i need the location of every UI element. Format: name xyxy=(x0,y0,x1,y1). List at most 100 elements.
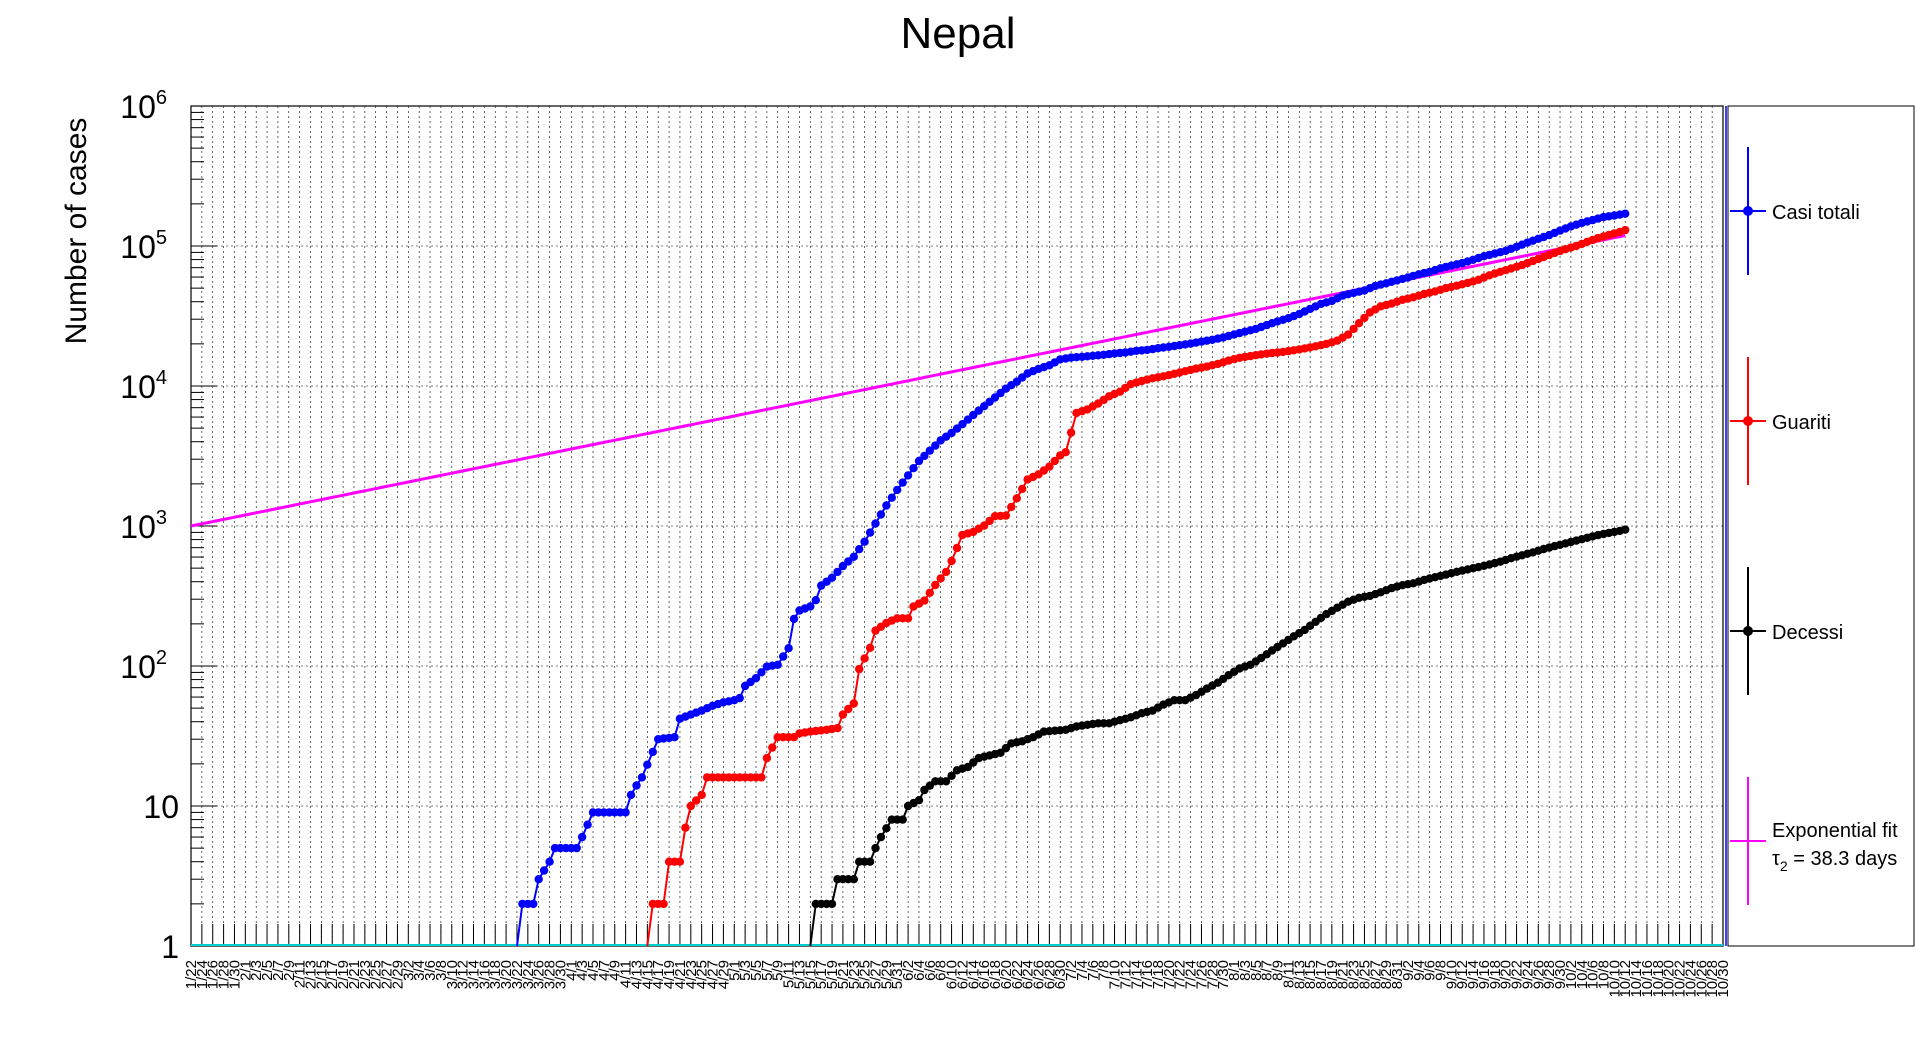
data-point xyxy=(789,614,799,624)
x-tick-label: 8/25 xyxy=(1356,960,1373,989)
x-tick-label: 6/18 xyxy=(987,960,1004,989)
data-point xyxy=(1360,313,1369,323)
x-tick-label: 3/2 xyxy=(400,960,417,981)
x-tick-label: 8/31 xyxy=(1389,960,1406,989)
x-tick-label: 3/20 xyxy=(498,960,515,989)
x-tick-label: 3/28 xyxy=(542,960,559,989)
x-tick-label: 7/8 xyxy=(1096,960,1113,981)
x-tick-label: 2/25 xyxy=(368,960,385,989)
x-tick-label: 10/30 xyxy=(1715,960,1732,998)
data-point xyxy=(675,857,685,866)
legend-label-fit-tau: τ2 = 38.3 days xyxy=(1772,848,1897,874)
data-point xyxy=(920,451,929,461)
x-tick-label: 6/30 xyxy=(1052,960,1069,989)
data-point xyxy=(643,760,652,769)
x-tick-label: 4/19 xyxy=(661,960,678,989)
data-point xyxy=(925,588,934,597)
x-tick-label: 2/1 xyxy=(237,960,254,981)
data-point xyxy=(692,796,701,805)
x-tick-label: 2/19 xyxy=(335,960,352,989)
x-tick-label: 9/20 xyxy=(1498,960,1515,989)
data-point xyxy=(545,857,554,866)
x-tick-label: 4/21 xyxy=(672,960,689,989)
data-point xyxy=(811,596,820,605)
data-point xyxy=(735,693,744,703)
data-point xyxy=(985,516,994,526)
x-tick-label: 2/5 xyxy=(259,960,276,981)
x-tick-label: 4/25 xyxy=(694,960,711,989)
x-tick-label: 3/12 xyxy=(455,960,472,989)
data-point xyxy=(762,753,772,763)
data-point xyxy=(865,643,875,652)
data-point xyxy=(659,899,668,909)
legend-label: Exponential fit xyxy=(1772,820,1898,842)
data-point xyxy=(751,673,761,683)
legend-box xyxy=(1727,105,1915,947)
data-point xyxy=(779,652,788,661)
series-0 xyxy=(516,209,1630,947)
data-point xyxy=(806,602,815,611)
x-tick-label: 9/2 xyxy=(1400,960,1417,981)
x-tick-label: 7/6 xyxy=(1085,960,1102,981)
x-tick-labels: 1/221/241/261/281/302/12/32/52/72/92/112… xyxy=(183,960,1732,998)
x-tick-label: 9/30 xyxy=(1552,960,1569,989)
y-tick-label: 102 xyxy=(120,647,167,685)
x-tick-label: 2/9 xyxy=(281,960,298,981)
x-tick-label: 6/16 xyxy=(976,960,993,989)
x-tick-label: 3/18 xyxy=(487,960,504,989)
x-tick-label: 1/30 xyxy=(226,960,243,989)
y-tick-label: 1 xyxy=(161,929,179,965)
x-tick-label: 7/10 xyxy=(1107,960,1124,989)
x-tick-label: 7/24 xyxy=(1183,960,1200,989)
x-tick-label: 9/24 xyxy=(1519,960,1536,989)
x-tick-label: 4/17 xyxy=(650,960,667,989)
data-point xyxy=(1621,225,1630,235)
x-tick-label: 9/6 xyxy=(1422,960,1439,981)
x-tick-label: 4/7 xyxy=(596,960,613,981)
x-tick-label: 8/1 xyxy=(1226,960,1243,981)
x-tick-label: 4/23 xyxy=(683,960,700,989)
data-point xyxy=(621,808,630,817)
x-tick-label: 10/4 xyxy=(1574,960,1591,989)
x-tick-label: 10/12 xyxy=(1617,960,1634,998)
x-tick-label: 9/14 xyxy=(1465,960,1482,989)
data-point xyxy=(827,573,837,582)
x-tick-label: 8/3 xyxy=(1237,960,1254,981)
x-tick-label: 8/5 xyxy=(1248,960,1265,981)
x-tick-label: 8/13 xyxy=(1291,960,1308,989)
x-tick-label: 9/8 xyxy=(1433,960,1450,981)
x-tick-label: 7/16 xyxy=(1139,960,1156,989)
x-tick-label: 8/7 xyxy=(1259,960,1276,981)
x-tick-label: 4/29 xyxy=(715,960,732,989)
x-tick-label: 5/1 xyxy=(726,960,743,981)
data-point xyxy=(833,567,842,577)
data-point xyxy=(1045,462,1054,471)
x-tick-label: 10/8 xyxy=(1595,960,1612,989)
x-tick-label: 3/10 xyxy=(444,960,461,989)
data-point xyxy=(757,773,766,782)
data-point xyxy=(941,567,951,577)
x-tick-label: 4/3 xyxy=(574,960,591,981)
x-tick-label: 7/12 xyxy=(1117,960,1134,989)
data-point xyxy=(860,654,869,663)
y-tick-label: 104 xyxy=(120,367,167,405)
x-tick-label: 5/21 xyxy=(835,960,852,989)
x-tick-label: 3/8 xyxy=(433,960,450,981)
x-tick-label: 7/26 xyxy=(1193,960,1210,989)
data-point xyxy=(648,747,657,757)
x-tick-label: 8/11 xyxy=(1280,960,1297,988)
data-point xyxy=(686,801,695,811)
legend: Casi totali Guariti Decessi Exponential fit… xyxy=(1727,105,1915,947)
legend-label: Casi totali xyxy=(1772,202,1860,224)
x-tick-label: 5/25 xyxy=(857,960,874,989)
legend-marker xyxy=(1743,416,1753,426)
y-tick-labels: 1 10 102 103 104 105 106 xyxy=(120,87,179,965)
data-point xyxy=(947,771,956,780)
x-tick-label: 9/28 xyxy=(1541,960,1558,989)
x-tick-label: 10/6 xyxy=(1585,960,1602,989)
x-tick-label: 6/28 xyxy=(1041,960,1058,989)
x-tick-label: 5/5 xyxy=(748,960,765,981)
data-point xyxy=(632,781,641,790)
x-tick-label: 5/15 xyxy=(802,960,819,989)
data-point xyxy=(996,748,1005,757)
